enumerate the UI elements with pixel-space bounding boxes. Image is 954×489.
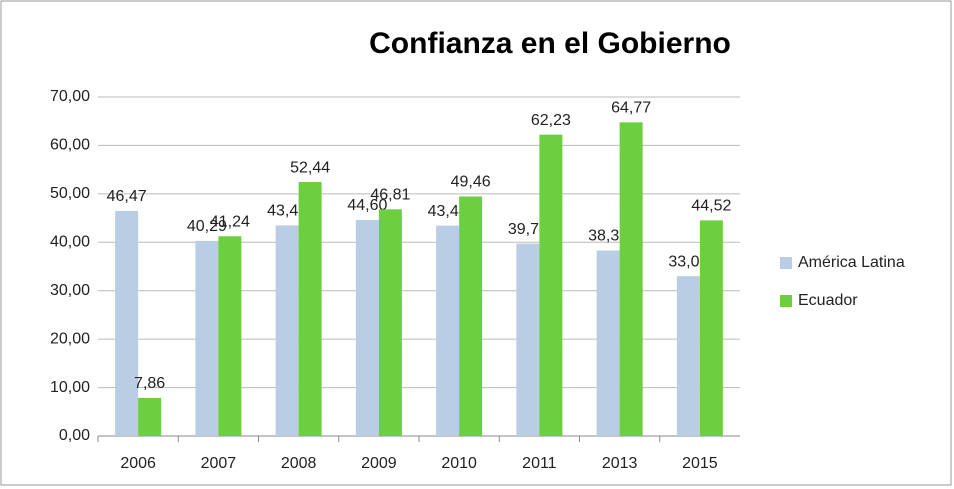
bar	[436, 225, 460, 436]
bar	[275, 225, 299, 436]
bar	[298, 182, 322, 436]
value-label: 43,44	[428, 203, 468, 220]
bar	[619, 122, 643, 437]
value-label: 52,44	[290, 159, 330, 176]
y-tick-label: 60,00	[50, 137, 90, 154]
bar	[596, 250, 620, 436]
bar	[115, 210, 139, 436]
x-tick-label: 2015	[682, 455, 718, 472]
y-tick-label: 30,00	[50, 282, 90, 299]
legend-swatch	[780, 295, 792, 307]
bar	[459, 196, 483, 436]
chart-title: Confianza en el Gobierno	[369, 27, 731, 60]
value-label: 39,72	[508, 221, 548, 238]
bar	[218, 236, 242, 436]
value-label: 40,29	[187, 218, 227, 235]
legend-label: América Latina	[798, 254, 905, 271]
bar	[355, 220, 379, 436]
legend-label: Ecuador	[798, 292, 858, 309]
bar	[195, 240, 219, 436]
x-tick-label: 2009	[361, 455, 397, 472]
value-label: 49,46	[451, 174, 491, 191]
value-label: 7,86	[134, 375, 165, 392]
y-tick-label: 40,00	[50, 234, 90, 251]
y-tick-label: 70,00	[50, 88, 90, 105]
bar	[378, 209, 402, 436]
value-label: 33,00	[668, 253, 708, 270]
bar	[539, 134, 563, 436]
x-tick-label: 2008	[281, 455, 317, 472]
y-tick-label: 20,00	[50, 330, 90, 347]
bar	[516, 243, 540, 436]
value-label: 43,48	[267, 203, 307, 220]
value-label: 44,60	[347, 197, 387, 214]
value-label: 41,24	[210, 213, 250, 230]
value-label: 46,47	[107, 188, 147, 205]
bar	[676, 276, 700, 436]
x-tick-label: 2013	[602, 455, 638, 472]
value-label: 62,23	[531, 112, 571, 129]
x-tick-label: 2007	[201, 455, 237, 472]
x-tick-label: 2011	[522, 455, 557, 472]
bar	[138, 397, 162, 436]
y-tick-label: 0,00	[59, 427, 90, 444]
legend-swatch	[780, 257, 792, 269]
y-tick-label: 10,00	[50, 379, 90, 396]
value-label: 46,81	[370, 187, 410, 204]
bar	[699, 220, 723, 436]
value-label: 44,52	[691, 198, 731, 215]
value-label: 64,77	[611, 100, 651, 117]
x-tick-label: 2010	[441, 455, 477, 472]
value-label: 38,30	[588, 228, 628, 245]
x-tick-label: 2006	[120, 455, 156, 472]
y-tick-label: 50,00	[50, 185, 90, 202]
